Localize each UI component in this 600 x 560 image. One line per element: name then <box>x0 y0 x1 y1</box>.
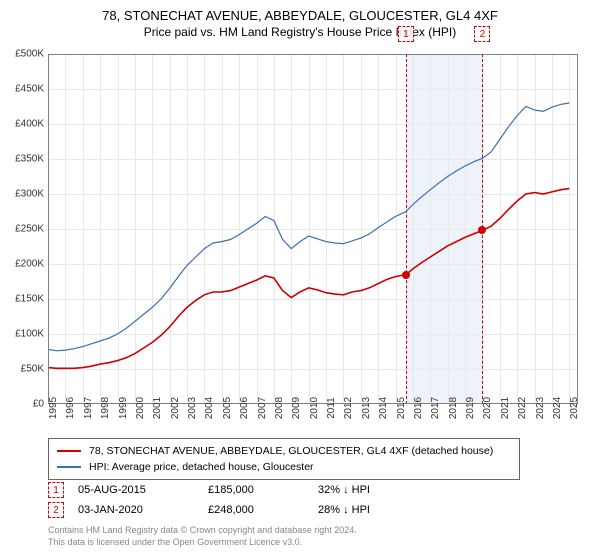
y-tick-label: £500K <box>15 49 44 60</box>
marker-badge-icon: 1 <box>48 482 64 498</box>
credits-line: This data is licensed under the Open Gov… <box>48 537 357 549</box>
x-tick-label: 2009 <box>291 397 302 419</box>
x-tick-label: 2016 <box>413 397 424 419</box>
x-tick-label: 1996 <box>65 397 76 419</box>
marker-flag-icon: 1 <box>398 26 414 42</box>
x-tick-label: 2012 <box>343 397 354 419</box>
x-tick-label: 2020 <box>482 397 493 419</box>
x-tick-label: 2001 <box>152 397 163 419</box>
marker-price: £185,000 <box>208 484 318 496</box>
marker-date: 05-AUG-2015 <box>78 484 208 496</box>
y-tick-label: £150K <box>15 294 44 305</box>
chart-title: 78, STONECHAT AVENUE, ABBEYDALE, GLOUCES… <box>0 8 600 23</box>
x-tick-label: 2006 <box>239 397 250 419</box>
marker-badge-icon: 2 <box>48 502 64 518</box>
x-tick-label: 2018 <box>448 397 459 419</box>
x-tick-label: 2019 <box>465 397 476 419</box>
x-tick-label: 2022 <box>517 397 528 419</box>
x-tick-label: 2021 <box>500 397 511 419</box>
x-tick-label: 2004 <box>204 397 215 419</box>
x-tick-label: 2010 <box>309 397 320 419</box>
x-tick-label: 2000 <box>135 397 146 419</box>
legend-item: HPI: Average price, detached house, Glou… <box>57 459 511 475</box>
y-tick-label: £200K <box>15 259 44 270</box>
x-tick-label: 2011 <box>326 397 337 419</box>
y-tick-label: £450K <box>15 84 44 95</box>
credits-line: Contains HM Land Registry data © Crown c… <box>48 525 357 537</box>
x-tick-label: 1995 <box>48 397 59 419</box>
chart-figure: 78, STONECHAT AVENUE, ABBEYDALE, GLOUCES… <box>0 0 600 560</box>
marker-table: 1 05-AUG-2015 £185,000 32% ↓ HPI 2 03-JA… <box>48 480 438 520</box>
marker-row: 1 05-AUG-2015 £185,000 32% ↓ HPI <box>48 480 438 500</box>
marker-hpi-delta: 28% ↓ HPI <box>318 504 438 516</box>
legend-label: HPI: Average price, detached house, Glou… <box>89 461 314 473</box>
legend-line-icon <box>57 450 81 452</box>
y-tick-label: £100K <box>15 329 44 340</box>
marker-price: £248,000 <box>208 504 318 516</box>
x-tick-label: 2008 <box>274 397 285 419</box>
marker-hpi-delta: 32% ↓ HPI <box>318 484 438 496</box>
marker-row: 2 03-JAN-2020 £248,000 28% ↓ HPI <box>48 500 438 520</box>
credits: Contains HM Land Registry data © Crown c… <box>48 525 357 548</box>
x-tick-label: 2024 <box>552 397 563 419</box>
chart-subtitle: Price paid vs. HM Land Registry's House … <box>0 25 600 39</box>
marker-date: 03-JAN-2020 <box>78 504 208 516</box>
y-tick-label: £350K <box>15 154 44 165</box>
legend-line-icon <box>57 466 81 468</box>
y-tick-label: £250K <box>15 224 44 235</box>
x-tick-label: 2025 <box>569 397 580 419</box>
x-tick-label: 1998 <box>100 397 111 419</box>
marker-flag-icon: 2 <box>474 26 490 42</box>
x-tick-label: 2003 <box>187 397 198 419</box>
x-tick-label: 2014 <box>378 397 389 419</box>
legend: 78, STONECHAT AVENUE, ABBEYDALE, GLOUCES… <box>48 438 520 480</box>
y-tick-label: £0 <box>33 399 44 410</box>
x-tick-label: 2002 <box>170 397 181 419</box>
title-block: 78, STONECHAT AVENUE, ABBEYDALE, GLOUCES… <box>0 0 600 43</box>
x-tick-label: 2005 <box>222 397 233 419</box>
y-tick-label: £300K <box>15 189 44 200</box>
x-tick-label: 2023 <box>535 397 546 419</box>
plot-area: 12 £0£50K£100K£150K£200K£250K£300K£350K£… <box>48 54 578 404</box>
legend-label: 78, STONECHAT AVENUE, ABBEYDALE, GLOUCES… <box>89 445 493 457</box>
x-tick-label: 1999 <box>118 397 129 419</box>
x-tick-label: 2013 <box>361 397 372 419</box>
x-tick-label: 1997 <box>83 397 94 419</box>
legend-item: 78, STONECHAT AVENUE, ABBEYDALE, GLOUCES… <box>57 443 511 459</box>
y-tick-label: £50K <box>21 364 44 375</box>
y-tick-label: £400K <box>15 119 44 130</box>
x-tick-label: 2017 <box>430 397 441 419</box>
x-tick-label: 2007 <box>257 397 268 419</box>
x-tick-label: 2015 <box>396 397 407 419</box>
plot-border <box>48 54 578 404</box>
